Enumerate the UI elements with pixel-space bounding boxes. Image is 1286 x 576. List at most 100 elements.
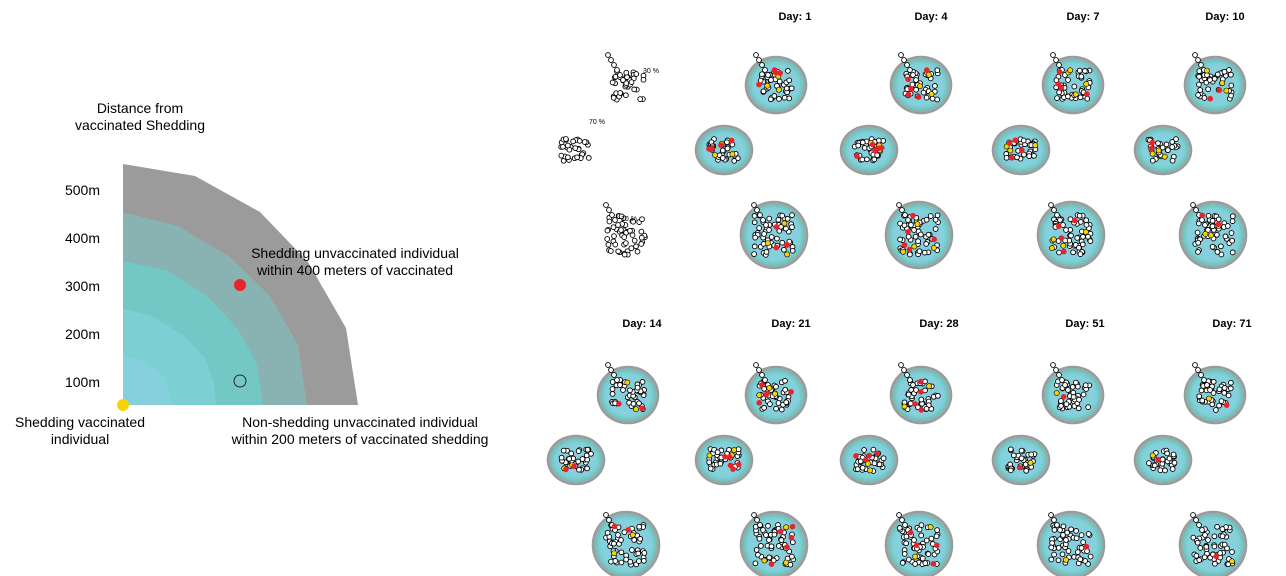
individual-marker bbox=[1085, 531, 1092, 537]
individual-marker bbox=[1194, 229, 1201, 236]
individual-marker bbox=[1228, 379, 1234, 386]
individual-marker bbox=[776, 96, 782, 102]
shedding-unvaccinated-point bbox=[1006, 140, 1013, 146]
shedding-vaccinated-point bbox=[1202, 230, 1209, 237]
shedding-vaccinated-point bbox=[1053, 390, 1060, 396]
individual-marker bbox=[584, 446, 591, 453]
individual-marker bbox=[923, 216, 930, 223]
individual-marker bbox=[618, 559, 625, 566]
individual-marker bbox=[620, 77, 626, 83]
individual-marker bbox=[604, 236, 611, 242]
individual-marker bbox=[757, 522, 763, 528]
individual-marker bbox=[899, 560, 906, 566]
individual-marker bbox=[638, 228, 645, 235]
individual-marker bbox=[641, 550, 648, 556]
individual-marker bbox=[1054, 522, 1060, 528]
individual-marker bbox=[635, 550, 642, 557]
shedding-vaccinated-point bbox=[926, 383, 932, 390]
individual-marker bbox=[1053, 367, 1059, 373]
individual-marker bbox=[913, 387, 919, 393]
map-panel-day-21 bbox=[694, 362, 809, 576]
individual-marker bbox=[1064, 529, 1070, 536]
individual-marker bbox=[1059, 377, 1065, 383]
individual-marker bbox=[784, 215, 791, 222]
shedding-vaccinated-point bbox=[784, 251, 790, 258]
cluster-label-10: 10 % bbox=[621, 216, 637, 223]
panel-title-day-71: Day: 71 bbox=[1212, 318, 1252, 330]
shedding-unvaccinated-point bbox=[853, 453, 859, 459]
individual-marker bbox=[903, 533, 910, 540]
individual-marker bbox=[765, 72, 771, 78]
individual-marker bbox=[756, 225, 763, 231]
shedding-vaccinated-point bbox=[931, 244, 937, 251]
individual-marker bbox=[607, 248, 614, 254]
individual-marker bbox=[923, 94, 930, 101]
individual-marker bbox=[717, 460, 724, 467]
individual-marker bbox=[1077, 94, 1084, 101]
individual-marker bbox=[1194, 539, 1201, 546]
individual-marker bbox=[1051, 551, 1057, 558]
individual-marker bbox=[606, 207, 612, 213]
individual-marker bbox=[1209, 217, 1216, 224]
shedding-vaccinated-line2: individual bbox=[50, 431, 110, 447]
individual-marker bbox=[925, 551, 932, 557]
individual-marker bbox=[781, 246, 787, 253]
individual-marker bbox=[1214, 249, 1221, 255]
individual-marker bbox=[778, 406, 785, 413]
shedding-vaccinated-point bbox=[624, 379, 631, 386]
nonshedding-line1: Non-shedding unvaccinated individual bbox=[242, 414, 478, 430]
individual-marker bbox=[1031, 152, 1037, 159]
individual-marker bbox=[1076, 67, 1083, 74]
shedding-unvaccinated-point bbox=[1071, 217, 1078, 224]
shedding-unvaccinated-point bbox=[784, 242, 791, 248]
shedding-unvaccinated-point bbox=[924, 67, 930, 73]
distance-zones-diagram bbox=[117, 164, 358, 411]
shedding-unvaccinated-point bbox=[912, 401, 918, 407]
shedding-unvaccinated-point bbox=[1149, 139, 1155, 146]
individual-marker bbox=[568, 450, 575, 457]
individual-marker bbox=[1202, 532, 1208, 538]
distance-label-300: 300m bbox=[64, 278, 100, 294]
shedding-unvaccinated-point bbox=[1016, 464, 1023, 471]
nonshedding-unvaccinated-marker bbox=[233, 374, 247, 388]
panel-title-day-7: Day: 7 bbox=[1066, 11, 1100, 23]
shedding-unvaccinated-point bbox=[611, 523, 618, 530]
individual-marker bbox=[1211, 533, 1218, 540]
shedding-vaccinated-point bbox=[1083, 229, 1089, 235]
shedding-vaccinated-point bbox=[900, 248, 906, 255]
individual-marker bbox=[637, 96, 644, 102]
shedding-vaccinated-point bbox=[781, 220, 788, 227]
shedding-unvaccinated-point bbox=[908, 85, 914, 92]
individual-marker bbox=[640, 76, 647, 83]
individual-marker bbox=[1196, 393, 1203, 400]
shedding-vaccinated-point bbox=[706, 452, 713, 459]
individual-marker bbox=[768, 234, 775, 240]
individual-marker bbox=[1196, 557, 1203, 563]
individual-marker bbox=[631, 537, 638, 543]
individual-marker bbox=[760, 88, 767, 95]
shedding-unvaccinated-point bbox=[571, 463, 577, 470]
individual-marker bbox=[565, 142, 571, 149]
individual-marker bbox=[912, 233, 919, 240]
shedding-unvaccinated-line2: within 400 meters of vaccinated bbox=[256, 262, 454, 278]
individual-marker bbox=[916, 248, 923, 255]
individual-marker bbox=[1171, 459, 1178, 466]
individual-marker bbox=[754, 207, 760, 213]
individual-marker bbox=[1080, 233, 1086, 240]
shedding-unvaccinated-point bbox=[854, 153, 860, 159]
individual-marker bbox=[1079, 241, 1086, 248]
individual-marker bbox=[575, 448, 582, 454]
individual-marker bbox=[1065, 387, 1071, 393]
individual-marker bbox=[617, 382, 623, 388]
individual-marker bbox=[1051, 517, 1057, 523]
individual-marker bbox=[584, 465, 590, 472]
shedding-vaccinated-point bbox=[1049, 245, 1055, 252]
individual-marker bbox=[605, 362, 611, 368]
shedding-unvaccinated-point bbox=[918, 378, 924, 385]
individual-marker bbox=[789, 247, 796, 254]
individual-marker bbox=[1224, 545, 1230, 552]
individual-marker bbox=[615, 248, 622, 255]
individual-marker bbox=[1062, 382, 1068, 388]
individual-marker bbox=[932, 226, 939, 232]
individual-marker bbox=[899, 207, 905, 213]
